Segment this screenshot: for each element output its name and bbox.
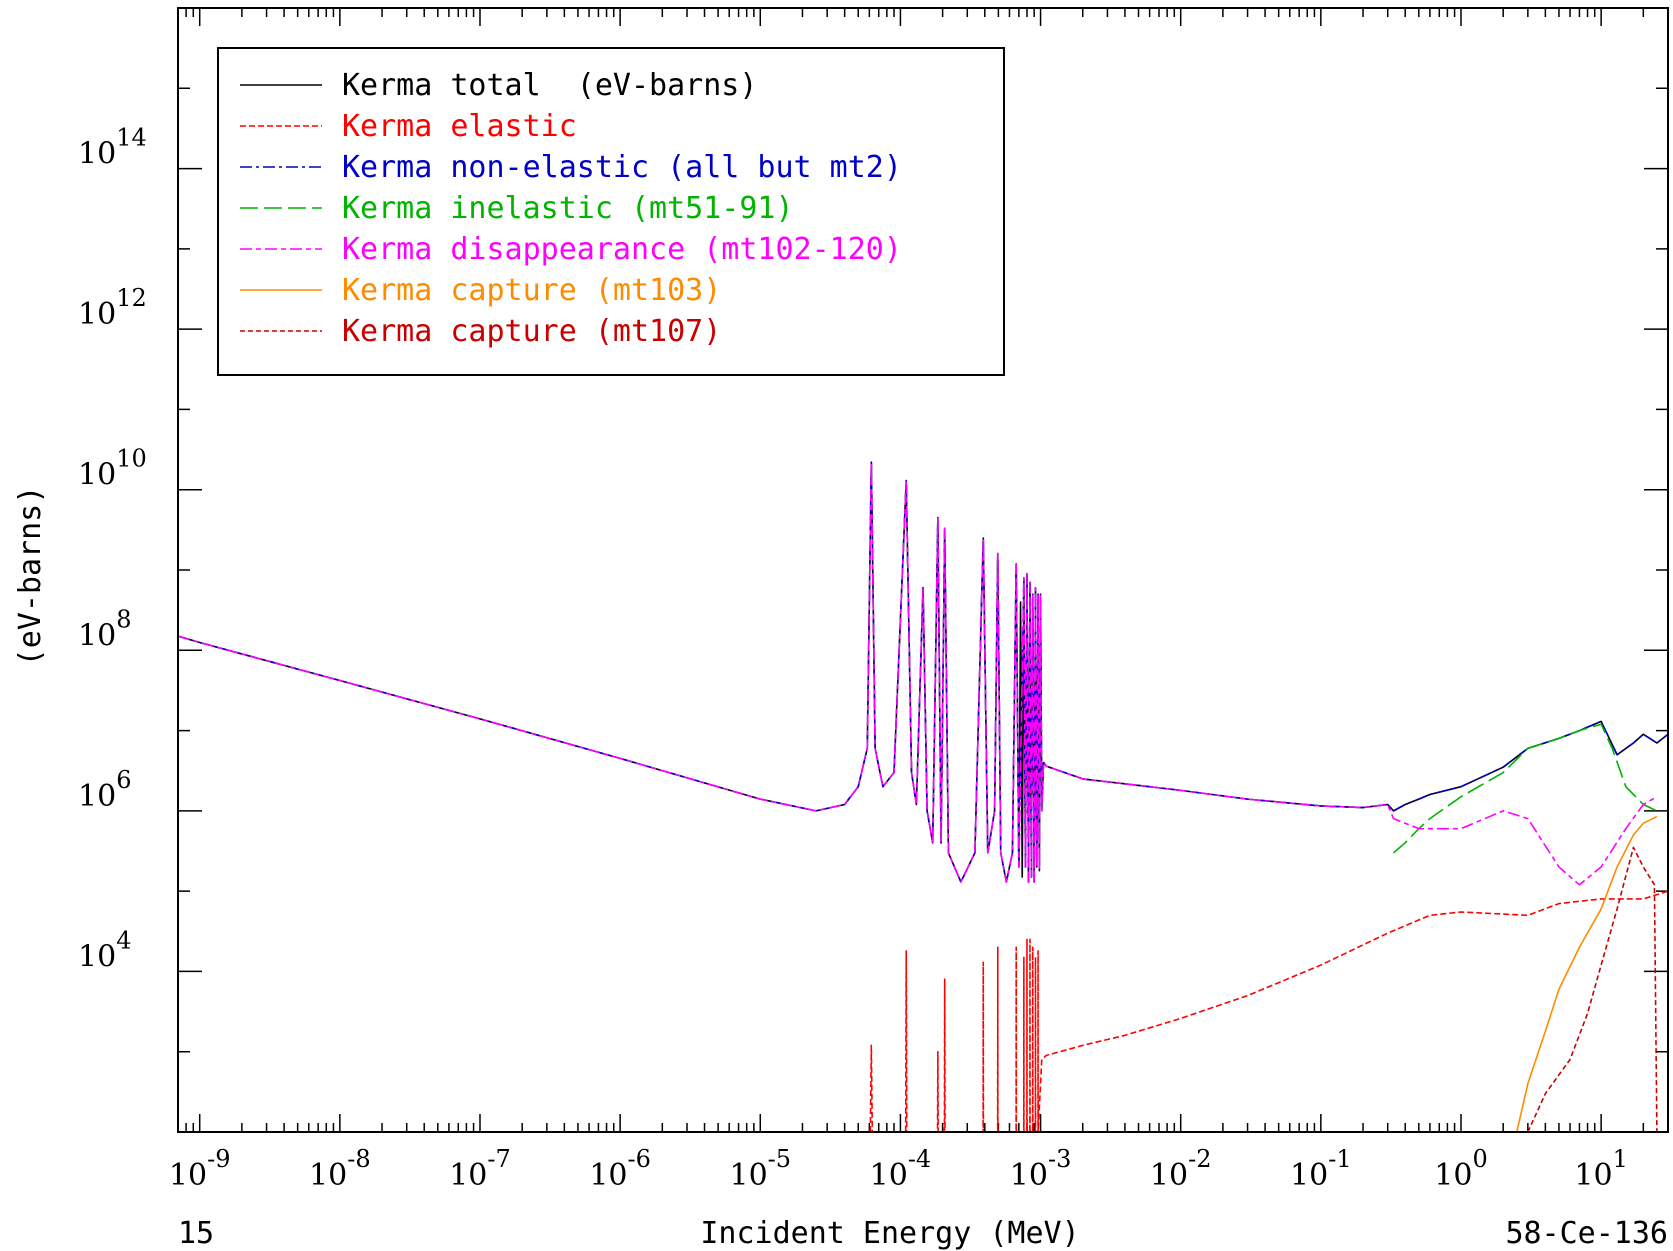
legend: Kerma total (eV-barns) Kerma elastic Kerma… bbox=[217, 47, 1005, 376]
y-tick-label: 108 bbox=[78, 605, 131, 653]
x-tick-label: 100 bbox=[1434, 1145, 1487, 1193]
series-line-1 bbox=[178, 461, 1668, 883]
x-tick-label: 10-3 bbox=[1010, 1145, 1072, 1193]
y-tick-label: 1014 bbox=[78, 124, 147, 172]
footer-left: 15 bbox=[178, 1216, 214, 1251]
x-tick-label: 101 bbox=[1574, 1145, 1627, 1193]
x-tick-label: 10-2 bbox=[1150, 1145, 1212, 1193]
legend-label: Kerma non-elastic (all but mt2) bbox=[342, 150, 902, 185]
plot-frame bbox=[177, 7, 1669, 1133]
legend-label: Kerma disappearance (mt102-120) bbox=[342, 232, 902, 267]
series-line-2 bbox=[869, 890, 1668, 1132]
legend-label: Kerma inelastic (mt51-91) bbox=[342, 191, 794, 226]
y-tick-label: 104 bbox=[78, 926, 131, 974]
y-tick-label: 1010 bbox=[78, 445, 147, 493]
x-tick-label: 10-8 bbox=[309, 1145, 371, 1193]
x-axis-label: Incident Energy (MeV) bbox=[700, 1216, 1079, 1251]
y-axis-label: (eV-barns) bbox=[13, 486, 48, 667]
y-tick-label: 106 bbox=[78, 766, 131, 814]
footer-right: 58-Ce-136 bbox=[1505, 1216, 1668, 1251]
series-line-6 bbox=[1515, 815, 1658, 1132]
x-tick-label: 10-6 bbox=[589, 1145, 651, 1193]
x-tick-label: 10-5 bbox=[729, 1145, 791, 1193]
legend-label: Kerma total (eV-barns) bbox=[342, 68, 757, 103]
legend-label: Kerma elastic bbox=[342, 109, 577, 144]
series-layer bbox=[178, 461, 1668, 1132]
y-tick-labels: 104 106 108 1010 1012 1014 bbox=[78, 124, 147, 975]
legend-box bbox=[217, 47, 1005, 376]
x-tick-label: 10-1 bbox=[1290, 1145, 1352, 1193]
x-tick-labels: 10-9 10-8 10-7 10-6 10-5 10-4 10-3 10-2 10-1 100 1… bbox=[169, 1145, 1628, 1193]
x-tick-label: 10-4 bbox=[870, 1145, 932, 1193]
series-line-3 bbox=[178, 461, 1668, 883]
legend-label: Kerma capture (mt107) bbox=[342, 314, 721, 349]
y-tick-label: 1012 bbox=[78, 284, 147, 332]
series-line-4 bbox=[1392, 723, 1658, 854]
series-line-7 bbox=[1527, 846, 1658, 1132]
series-line-5 bbox=[178, 461, 1658, 886]
legend-label: Kerma capture (mt103) bbox=[342, 273, 721, 308]
x-tick-label: 10-7 bbox=[449, 1145, 511, 1193]
x-tick-label: 10-9 bbox=[169, 1145, 231, 1193]
